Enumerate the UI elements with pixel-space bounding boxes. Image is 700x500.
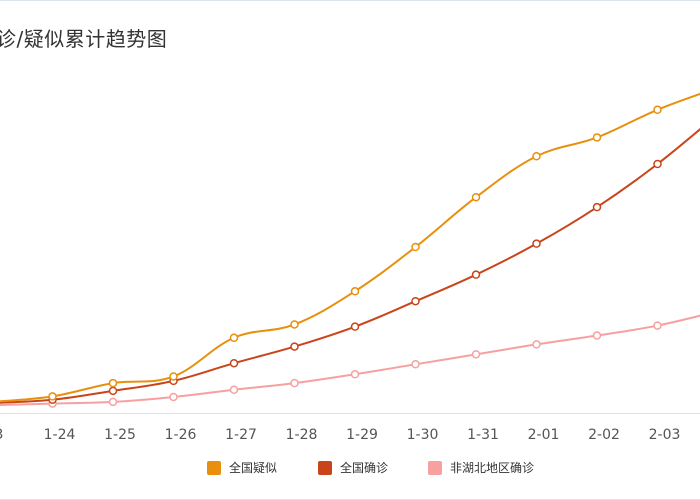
x-axis: 3 1-24 1-25 1-26 1-27 1-28 1-29 1-30 1-31 2-01 2-0… (0, 413, 700, 443)
point-suspected[interactable] (169, 372, 178, 381)
point-confirmed[interactable] (592, 202, 602, 212)
point-non-hubei[interactable] (108, 397, 118, 407)
point-suspected[interactable] (108, 378, 118, 388)
point-confirmed[interactable] (229, 358, 239, 368)
series-points (48, 105, 662, 408)
x-tick-label: 1-31 (467, 427, 499, 443)
point-suspected[interactable] (229, 333, 239, 342)
x-tick-label: 2-01 (528, 427, 560, 443)
legend-item-suspected[interactable]: 全国疑似 (207, 459, 277, 476)
point-non-hubei[interactable] (471, 350, 481, 359)
point-non-hubei[interactable] (592, 331, 602, 340)
point-suspected[interactable] (411, 242, 420, 252)
legend-label-suspected: 全国疑似 (229, 461, 278, 475)
point-confirmed[interactable] (350, 322, 360, 331)
point-confirmed[interactable] (411, 296, 420, 306)
legend-swatch-confirmed (318, 460, 332, 475)
point-confirmed[interactable] (471, 270, 481, 279)
point-suspected[interactable] (532, 152, 541, 161)
x-tick-label: 1-28 (286, 427, 318, 443)
point-non-hubei[interactable] (532, 340, 541, 349)
point-non-hubei[interactable] (290, 378, 299, 388)
point-non-hubei[interactable] (411, 360, 420, 369)
legend-swatch-non-hubei (428, 460, 442, 475)
x-tick-label: 1-30 (407, 427, 439, 443)
point-suspected[interactable] (350, 287, 360, 296)
legend-item-confirmed[interactable]: 全国确诊 (318, 459, 388, 476)
point-confirmed[interactable] (290, 342, 299, 351)
x-tick-label: 2-02 (588, 427, 620, 443)
legend: 全国疑似 全国确诊 非湖北地区确诊 (0, 459, 700, 479)
point-confirmed[interactable] (532, 239, 541, 248)
x-tick-label: 1-24 (44, 427, 76, 443)
point-confirmed[interactable] (108, 386, 118, 396)
point-non-hubei[interactable] (350, 370, 360, 379)
x-tick-label: 3 (0, 427, 3, 443)
legend-item-non-hubei[interactable]: 非湖北地区确诊 (428, 459, 534, 476)
x-tick-label: 1-29 (346, 427, 378, 443)
point-non-hubei[interactable] (169, 392, 178, 402)
x-tick-label: 1-26 (165, 427, 197, 443)
point-confirmed[interactable] (653, 159, 662, 169)
series-line-confirmed (0, 128, 700, 404)
x-tick-label: 2-03 (649, 427, 681, 443)
legend-label-non-hubei: 非湖北地区确诊 (450, 461, 535, 475)
point-suspected[interactable] (471, 192, 481, 202)
chart-title: 诊/疑似累计趋势图 (0, 27, 168, 51)
point-suspected[interactable] (653, 105, 662, 115)
point-suspected[interactable] (592, 133, 602, 142)
legend-swatch-suspected (207, 460, 221, 475)
legend-label-confirmed: 全国确诊 (340, 461, 389, 475)
point-suspected[interactable] (48, 392, 57, 401)
point-non-hubei[interactable] (653, 321, 662, 330)
x-tick-label: 1-27 (225, 427, 257, 443)
point-non-hubei[interactable] (229, 385, 239, 395)
point-suspected[interactable] (290, 320, 299, 329)
x-tick-label: 1-25 (104, 427, 136, 443)
